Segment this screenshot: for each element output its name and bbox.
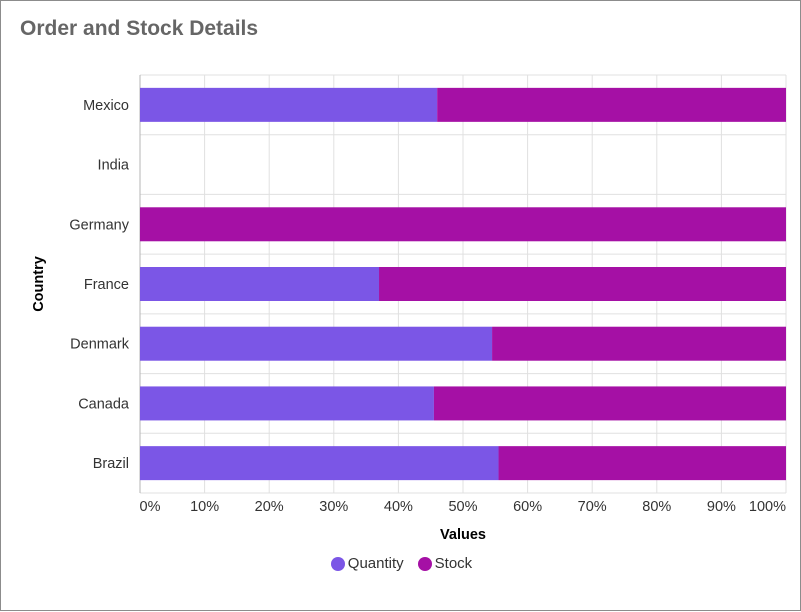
x-tick-label: 100% <box>749 499 786 515</box>
chart-title: Order and Stock Details <box>20 17 259 40</box>
x-tick-label: 30% <box>319 499 348 515</box>
category-label-mexico: Mexico <box>83 98 129 114</box>
x-tick-label: 10% <box>190 499 219 515</box>
bar-stock-brazil[interactable] <box>498 446 786 481</box>
y-axis-title: Country <box>31 256 47 312</box>
bar-quantity-brazil[interactable] <box>140 446 499 481</box>
bar-stock-germany[interactable] <box>140 207 786 242</box>
legend-label-quantity: Quantity <box>347 555 404 572</box>
bar-stock-denmark[interactable] <box>492 326 786 361</box>
x-tick-label: 80% <box>642 499 671 515</box>
legend-marker-icon <box>330 556 345 571</box>
category-label-brazil: Brazil <box>93 456 129 472</box>
bars <box>140 87 786 481</box>
bar-quantity-canada[interactable] <box>140 386 434 421</box>
bar-quantity-denmark[interactable] <box>140 326 493 361</box>
category-label-denmark: Denmark <box>70 337 130 353</box>
x-tick-label: 60% <box>513 499 542 515</box>
x-tick-label: 0% <box>140 499 161 515</box>
bar-quantity-france[interactable] <box>140 267 380 301</box>
x-tick-labels: 0% 10% 20% 30% 40% 50% 60% 70% 80% 90% 100% <box>140 499 787 515</box>
legend: Quantity Stock <box>1 555 801 572</box>
bar-stock-france[interactable] <box>379 267 786 301</box>
category-label-canada: Canada <box>78 396 130 412</box>
legend-item-quantity[interactable]: Quantity <box>330 555 404 572</box>
bar-quantity-mexico[interactable] <box>140 87 438 122</box>
x-tick-label: 50% <box>448 499 477 515</box>
x-tick-label: 20% <box>255 499 284 515</box>
category-label-france: France <box>84 277 129 293</box>
legend-item-stock[interactable]: Stock <box>417 555 473 572</box>
bar-stock-canada[interactable] <box>433 386 786 421</box>
category-label-india: India <box>98 158 130 174</box>
category-label-germany: Germany <box>69 217 129 233</box>
x-axis-title: Values <box>440 527 486 543</box>
legend-label-stock: Stock <box>434 555 473 572</box>
legend-marker-icon <box>417 556 432 571</box>
category-labels: Brazil Canada Denmark France Germany India Mex… <box>69 98 130 472</box>
bar-stock-mexico[interactable] <box>437 87 786 122</box>
x-tick-label: 40% <box>384 499 413 515</box>
x-tick-label: 90% <box>707 499 736 515</box>
x-tick-label: 70% <box>578 499 607 515</box>
